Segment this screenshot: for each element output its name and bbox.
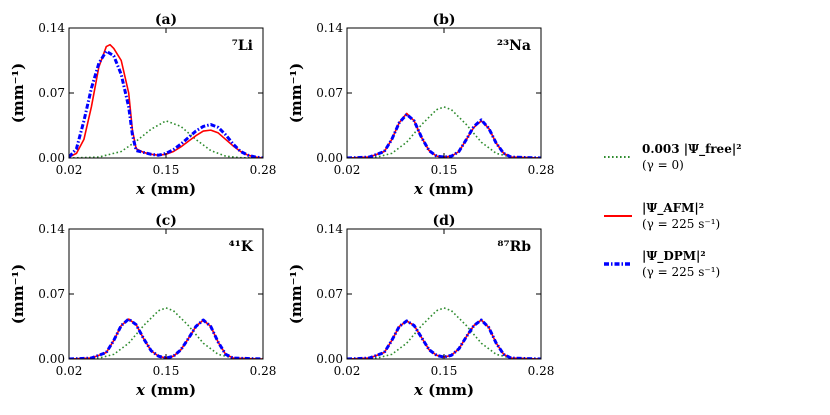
series-free-line [347, 307, 541, 359]
legend-item-free: 0.003 |Ψ_free|²(γ = 0) [604, 142, 741, 172]
panel-title: (c) [155, 213, 177, 229]
y-tick-label: 0.07 [316, 287, 343, 301]
y-tick-label: 0.07 [316, 86, 343, 100]
panel-title: (b) [432, 12, 455, 28]
x-axis-label: x (mm) [135, 180, 196, 198]
legend-sublabel-afm: (γ = 225 s⁻¹) [642, 217, 720, 231]
x-axis-label: x (mm) [413, 381, 474, 399]
legend-label-free: 0.003 |Ψ_free|² [642, 142, 741, 157]
series-free-line [347, 106, 541, 158]
series-dpm-line [69, 317, 263, 359]
y-tick-label: 0.00 [316, 151, 343, 165]
x-tick-label: 0.28 [250, 364, 277, 378]
y-axis-label: (mm⁻¹) [287, 63, 305, 123]
y-tick-label: 0.00 [316, 352, 343, 366]
x-tick-label: 0.15 [153, 364, 180, 378]
y-tick-label: 0.14 [38, 21, 65, 35]
y-axis-label: (mm⁻¹) [9, 264, 27, 324]
species-label: ⁴¹K [229, 239, 254, 255]
panel-title: (a) [155, 12, 177, 28]
x-tick-label: 0.15 [431, 364, 458, 378]
y-tick-label: 0.14 [316, 21, 343, 35]
x-tick-label: 0.15 [153, 163, 180, 177]
species-label: ⁷Li [232, 38, 253, 54]
y-tick-label: 0.07 [38, 86, 65, 100]
y-tick-label: 0.00 [38, 352, 65, 366]
species-label: ²³Na [497, 38, 531, 54]
legend-item-afm: |Ψ_AFM|²(γ = 225 s⁻¹) [604, 201, 720, 231]
y-tick-label: 0.00 [38, 151, 65, 165]
legend-label-dpm: |Ψ_DPM|² [642, 249, 706, 264]
series-dpm-line [347, 112, 541, 158]
series-afm-line [69, 43, 263, 158]
series-afm-line [347, 112, 541, 158]
series-afm-line [347, 319, 541, 359]
y-axis-label: (mm⁻¹) [9, 63, 27, 123]
x-tick-label: 0.02 [334, 163, 361, 177]
legend: 0.003 |Ψ_free|²(γ = 0)|Ψ_AFM|²(γ = 225 s… [604, 142, 741, 279]
legend-item-dpm: |Ψ_DPM|²(γ = 225 s⁻¹) [604, 249, 720, 279]
x-axis-label: x (mm) [135, 381, 196, 399]
y-tick-label: 0.14 [316, 222, 343, 236]
series-dpm-line [347, 318, 541, 359]
y-axis-label: (mm⁻¹) [287, 264, 305, 324]
legend-sublabel-dpm: (γ = 225 s⁻¹) [642, 265, 720, 279]
x-tick-label: 0.28 [528, 163, 555, 177]
species-label: ⁸⁷Rb [497, 239, 531, 255]
legend-sublabel-free: (γ = 0) [642, 158, 684, 172]
series-free-line [69, 120, 263, 158]
series-afm-line [69, 318, 263, 359]
x-tick-label: 0.02 [56, 364, 83, 378]
series-dpm-line [69, 49, 263, 158]
series-free-line [69, 307, 263, 359]
x-axis-label: x (mm) [413, 180, 474, 198]
panel-title: (d) [432, 213, 455, 229]
y-tick-label: 0.07 [38, 287, 65, 301]
x-tick-label: 0.15 [431, 163, 458, 177]
x-tick-label: 0.02 [334, 364, 361, 378]
legend-label-afm: |Ψ_AFM|² [642, 201, 704, 216]
x-tick-label: 0.28 [250, 163, 277, 177]
x-tick-label: 0.02 [56, 163, 83, 177]
x-tick-label: 0.28 [528, 364, 555, 378]
y-tick-label: 0.14 [38, 222, 65, 236]
